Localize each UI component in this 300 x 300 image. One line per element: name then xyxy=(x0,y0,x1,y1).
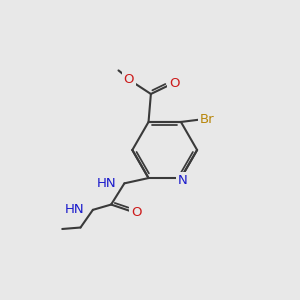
Text: Br: Br xyxy=(200,113,215,126)
Text: O: O xyxy=(169,76,180,90)
Text: O: O xyxy=(131,206,141,219)
Text: N: N xyxy=(178,174,188,187)
Text: HN: HN xyxy=(97,177,116,190)
Text: O: O xyxy=(124,73,134,86)
Text: HN: HN xyxy=(65,203,85,216)
